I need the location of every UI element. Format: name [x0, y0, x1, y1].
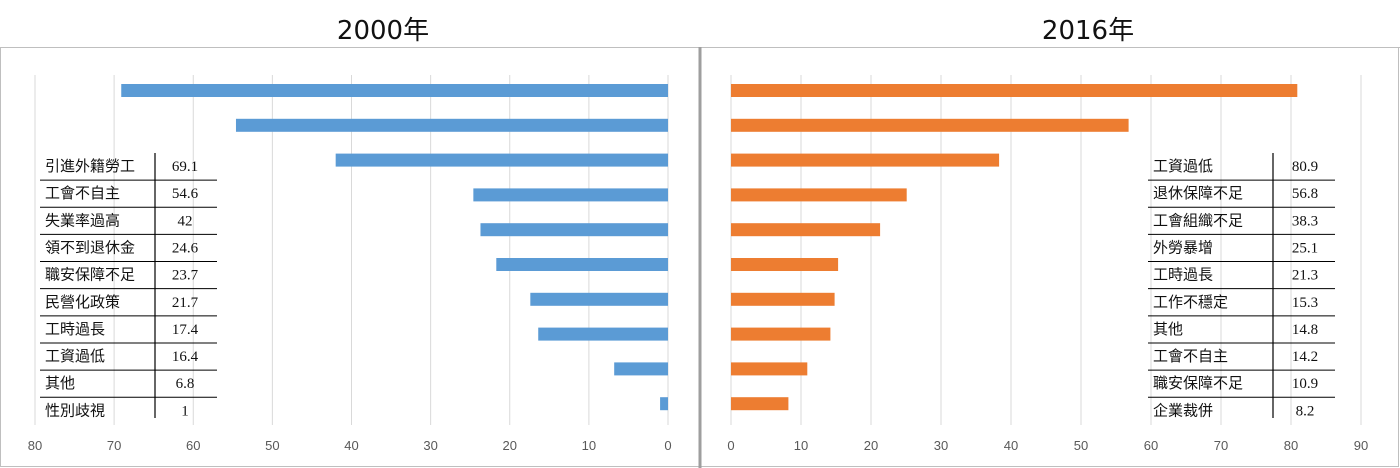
right-table-category: 工會組織不足 — [1153, 211, 1243, 229]
right-x-tick-label: 20 — [864, 438, 878, 453]
right-x-tick-label: 80 — [1284, 438, 1298, 453]
right-bar — [731, 223, 881, 237]
left-table-value: 1 — [181, 403, 189, 419]
right-bar — [731, 118, 1129, 132]
right-x-tick-label: 60 — [1144, 438, 1158, 453]
right-bar — [731, 84, 1298, 97]
right-table-category: 其他 — [1153, 320, 1183, 338]
right-bar — [731, 258, 839, 271]
left-bar — [480, 223, 668, 237]
right-table-value: 56.8 — [1292, 186, 1318, 202]
left-table-category: 工會不自主 — [45, 184, 120, 202]
right-bar — [731, 188, 907, 202]
right-x-tick-label: 0 — [727, 438, 734, 453]
right-table-value: 14.8 — [1292, 322, 1318, 338]
left-x-tick-label: 70 — [107, 438, 121, 453]
left-table-value: 16.4 — [172, 349, 199, 365]
right-bar — [731, 327, 831, 341]
left-x-tick-label: 30 — [423, 438, 437, 453]
left-table-category: 失業率過高 — [45, 211, 120, 229]
right-x-tick-label: 40 — [1004, 438, 1018, 453]
left-bar — [530, 292, 668, 306]
right-table-value: 15.3 — [1292, 295, 1318, 311]
left-chart-group: 0 10 20 30 40 50 60 70 80 引進外籍勞工 69.1 工會不自主 54.6 失業率過… — [28, 75, 672, 453]
left-x-tick-label: 0 — [664, 438, 671, 453]
left-table-value: 54.6 — [172, 186, 199, 202]
left-bar — [614, 362, 668, 376]
left-table-value: 21.7 — [172, 295, 199, 311]
right-x-tick-label: 50 — [1074, 438, 1088, 453]
left-x-tick-label: 40 — [344, 438, 358, 453]
left-x-tick-label: 80 — [28, 438, 42, 453]
right-panel-frame — [700, 47, 1399, 467]
right-bar — [731, 397, 789, 411]
left-panel-frame — [0, 47, 700, 467]
right-x-tick-label: 90 — [1354, 438, 1368, 453]
left-bar — [496, 258, 668, 271]
left-chart-title: 2000年 — [336, 16, 430, 46]
right-table-category: 工作不穩定 — [1153, 293, 1228, 311]
right-table-value: 21.3 — [1292, 268, 1318, 284]
left-x-tick-label: 20 — [503, 438, 517, 453]
left-table-category: 性別歧視 — [45, 401, 105, 419]
left-bar — [335, 153, 668, 167]
right-table-value: 38.3 — [1292, 213, 1318, 229]
right-table-category: 外勞暴增 — [1153, 238, 1213, 256]
left-table-value: 24.6 — [172, 240, 199, 256]
left-x-tick-label: 60 — [186, 438, 200, 453]
left-table-value: 23.7 — [172, 268, 199, 284]
left-bar — [235, 118, 669, 132]
right-table-category: 工會不自主 — [1153, 347, 1228, 365]
right-table-value: 25.1 — [1292, 240, 1318, 256]
left-bar — [121, 84, 669, 97]
left-bar — [473, 188, 668, 202]
right-table-value: 14.2 — [1292, 349, 1318, 365]
right-table-category: 職安保障不足 — [1153, 374, 1243, 392]
right-table-value: 80.9 — [1292, 159, 1318, 175]
right-table-category: 工時過長 — [1153, 266, 1213, 284]
left-bar — [660, 397, 668, 411]
left-table-category: 工時過長 — [45, 320, 105, 338]
left-x-tick-label: 50 — [265, 438, 279, 453]
left-table-category: 民營化政策 — [45, 293, 120, 311]
right-x-tick-label: 30 — [934, 438, 948, 453]
right-table-category: 退休保障不足 — [1153, 184, 1243, 202]
right-table-category: 工資過低 — [1153, 157, 1213, 175]
left-table-value: 69.1 — [172, 159, 198, 175]
left-table-category: 職安保障不足 — [45, 266, 135, 284]
right-bar — [731, 292, 835, 306]
right-bar — [731, 362, 808, 376]
right-x-tick-label: 70 — [1214, 438, 1228, 453]
left-table-category: 引進外籍勞工 — [45, 157, 135, 175]
left-bar — [538, 327, 668, 341]
right-bar — [731, 153, 1000, 167]
right-chart-title: 2016年 — [1041, 16, 1135, 46]
left-x-tick-label: 10 — [582, 438, 596, 453]
right-table-category: 企業裁併 — [1153, 401, 1213, 419]
left-table-category: 領不到退休金 — [45, 238, 135, 256]
left-table-category: 其他 — [45, 374, 75, 392]
right-table-value: 8.2 — [1296, 403, 1315, 419]
right-x-tick-label: 10 — [794, 438, 808, 453]
left-table-value: 17.4 — [172, 322, 199, 338]
left-table-value: 42 — [178, 213, 193, 229]
left-table-value: 6.8 — [176, 376, 195, 392]
left-table-category: 工資過低 — [45, 347, 105, 365]
right-table-value: 10.9 — [1292, 376, 1318, 392]
right-chart-group: 0 10 20 30 40 50 60 70 80 90 工資過低 80.9 退休保障不足 56.8 工會組… — [727, 75, 1368, 453]
